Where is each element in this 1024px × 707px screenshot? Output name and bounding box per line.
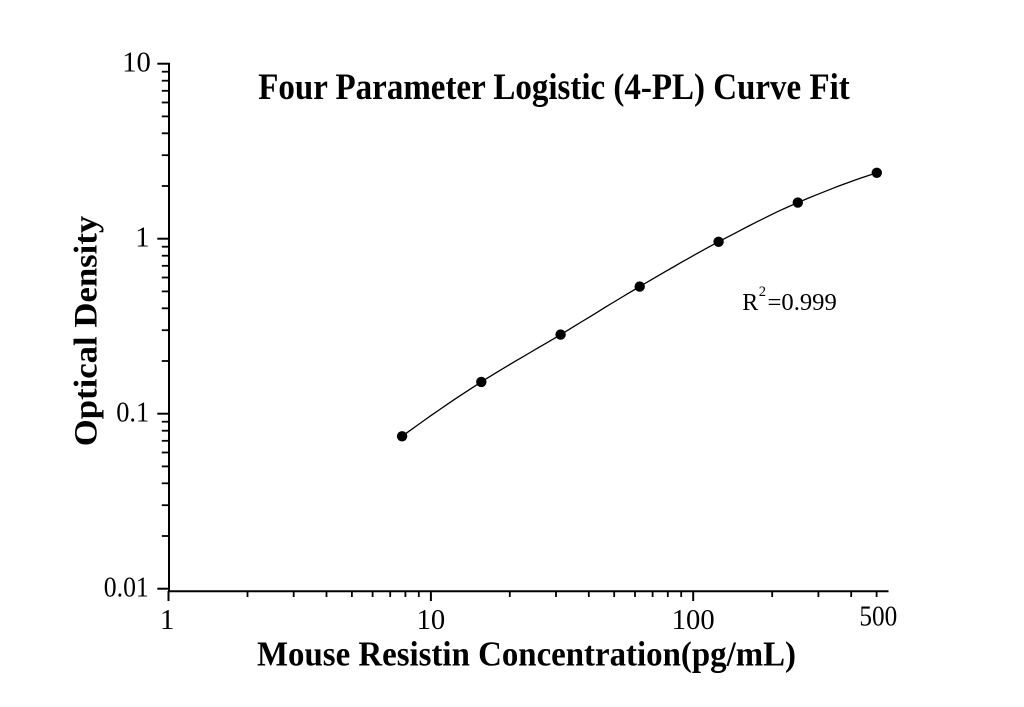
svg-text:0.1: 0.1 <box>116 398 149 429</box>
svg-text:R: R <box>742 290 758 316</box>
svg-text:100: 100 <box>672 605 715 636</box>
svg-text:0.01: 0.01 <box>104 573 149 604</box>
svg-text:500: 500 <box>859 601 897 632</box>
svg-text:10: 10 <box>122 48 151 79</box>
svg-text:2: 2 <box>759 284 766 300</box>
svg-text:Mouse Resistin Concentration(p: Mouse Resistin Concentration(pg/mL) <box>257 634 796 673</box>
svg-text:1: 1 <box>160 605 174 636</box>
svg-text:Optical Density: Optical Density <box>69 215 105 446</box>
svg-text:10: 10 <box>417 605 446 636</box>
svg-text:=0.999: =0.999 <box>768 290 837 316</box>
svg-text:Four Parameter Logistic (4-PL): Four Parameter Logistic (4-PL) Curve Fit <box>258 67 850 108</box>
svg-text:1: 1 <box>135 223 149 254</box>
